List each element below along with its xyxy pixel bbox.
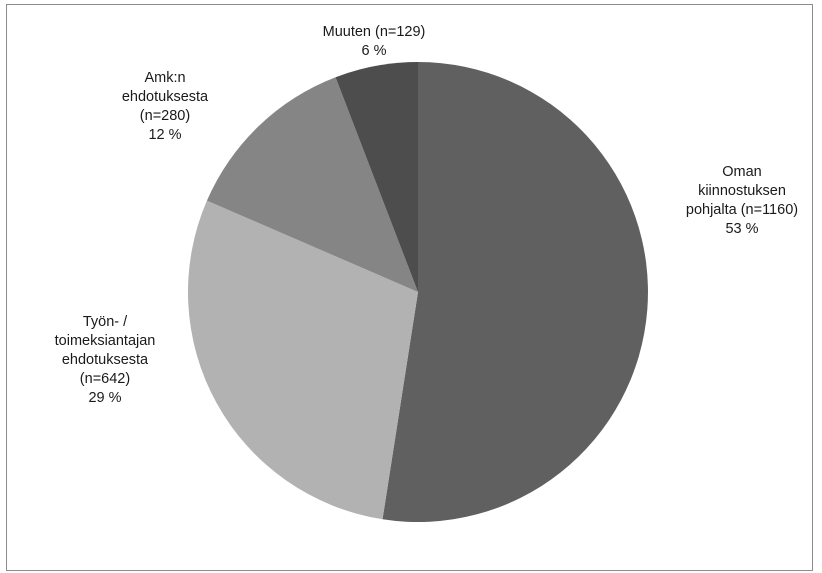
slice-label: Työn- / toimeksiantajan ehdotuksesta (n=642… (55, 314, 156, 406)
slice-label: Amk:n ehdotuksesta (n=280) 12 % (122, 70, 209, 143)
pie-slice (188, 200, 418, 520)
slice-label: Oman kiinnostuksen pohjalta (n=1160) 53 % (686, 164, 798, 237)
pie-slice (335, 62, 418, 292)
slice-label: Muuten (n=129) 6 % (323, 24, 426, 59)
pie-slice (206, 77, 418, 292)
pie-slice (382, 62, 648, 523)
